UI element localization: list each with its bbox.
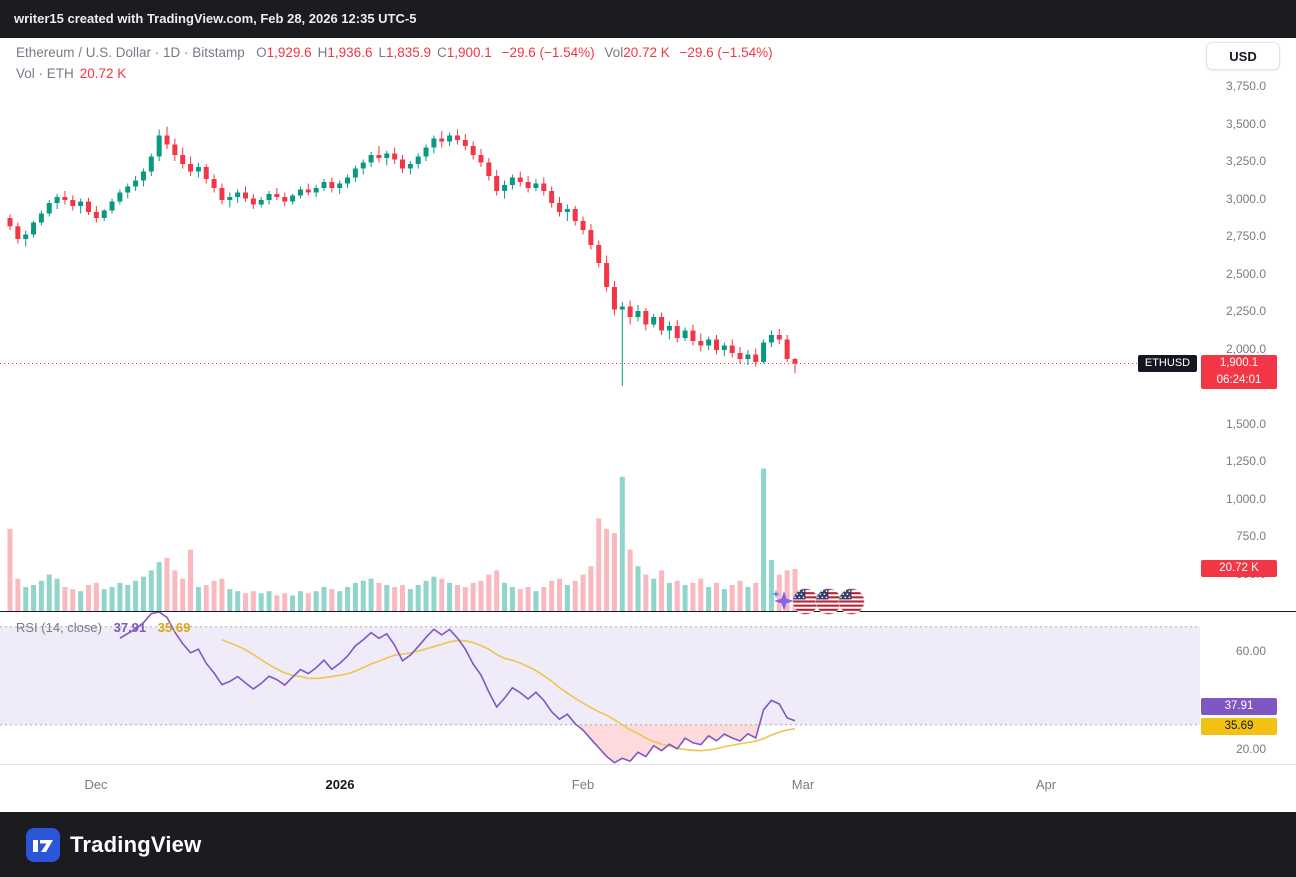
price-axis-label: 1,000.0 [1225,491,1266,506]
time-axis-label: Feb [571,777,595,792]
rsi-title: RSI (14, close) [16,620,102,635]
time-axis-label: Dec [84,777,108,792]
price-axis-label: 3,500.0 [1225,116,1266,131]
price-axis-label: 2,500.0 [1225,266,1266,281]
last-price-value: 1,900.1 [1219,357,1259,369]
countdown-timer: 06:24:01 [1216,374,1262,386]
rsi-signal-value: 35.69 [157,620,191,635]
price-chart[interactable] [0,38,1200,612]
chart-area: Ethereum / U.S. Dollar · 1D · Bitstamp O… [0,38,1296,812]
rsi-legend: RSI (14, close) 37.91 35.69 [16,620,190,635]
volume-value: 20.72 K [623,45,670,60]
pane-divider[interactable] [0,611,1296,612]
price-axis-label: 3,750.0 [1225,79,1266,93]
time-axis-label: Mar [791,777,815,792]
rsi-axis-label: 20.00 [1235,742,1266,757]
price-axis-label: 1,250.0 [1225,454,1266,468]
rsi-value: 37.91 [113,620,147,635]
sticker-row [770,586,861,616]
close-label: C [437,45,447,60]
change-value: −29.6 (−1.54%) [501,45,595,60]
volume-change: −29.6 (−1.54%) [679,45,773,60]
rsi-ma-value-badge: 35.69 [1201,718,1277,735]
symbol-title: Ethereum / U.S. Dollar · 1D · Bitstamp [16,45,245,60]
tradingview-logo-icon [26,827,60,862]
open-value: 1,929.6 [266,45,312,60]
tradingview-brand-text: TradingView [70,831,202,857]
currency-toggle-button[interactable]: USD [1206,42,1280,70]
price-axis-label: 1,500.0 [1225,416,1266,431]
time-axis-label: Apr [1035,777,1057,792]
last-price-badge: 1,900.1 06:24:01 [1201,355,1277,389]
price-axis-label: 2,000.0 [1225,341,1266,356]
volume-badge: 20.72 K [1201,560,1277,577]
symbol-price-label: ETHUSD [1138,355,1197,372]
high-value: 1,936.6 [327,45,373,60]
time-axis-label: 2026 [325,777,355,792]
time-axis[interactable]: Dec 2026 Feb Mar Apr [0,765,1296,807]
volume-study-label: Vol · ETH [16,66,74,81]
open-label: O [256,45,267,60]
rsi-value-badge: 37.91 [1201,698,1277,715]
sparkles-emoji [772,590,794,611]
price-axis-label: 3,000.0 [1225,191,1266,206]
attribution-text: writer15 created with TradingView.com, F… [14,11,417,26]
price-axis-label: 750.0 [1235,529,1266,543]
us-flag-emoji [838,588,865,615]
price-axis-label: 2,250.0 [1225,304,1266,318]
tradingview-logo[interactable]: TradingView [26,827,202,862]
symbol-legend: Ethereum / U.S. Dollar · 1D · Bitstamp O… [16,45,779,60]
attribution-bar: writer15 created with TradingView.com, F… [0,0,1296,38]
volume-legend: Vol · ETH 20.72 K [16,66,126,81]
rsi-pane[interactable] [0,612,1200,764]
low-value: 1,835.9 [385,45,432,60]
close-value: 1,900.1 [446,45,492,60]
rsi-axis-label: 60.00 [1235,644,1266,659]
price-axis-label: 3,250.0 [1225,154,1266,168]
high-label: H [317,45,328,60]
price-axis-label: 2,750.0 [1225,229,1266,243]
low-label: L [378,45,386,60]
volume-study-value: 20.72 K [79,66,127,81]
axis-divider [0,764,1296,765]
footer-bar: TradingView [0,812,1296,877]
volume-label: Vol [604,45,624,60]
